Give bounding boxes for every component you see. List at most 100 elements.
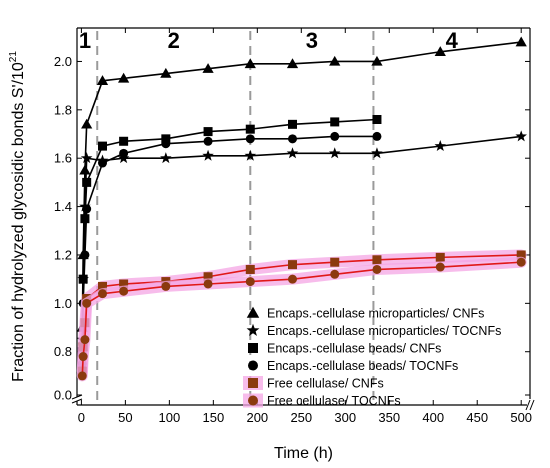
data-point — [119, 148, 129, 158]
series-line — [81, 118, 377, 352]
y-tick-label: 0.8 — [54, 344, 72, 359]
y-tick-label: 1.8 — [54, 102, 72, 117]
data-point — [202, 63, 214, 73]
legend: Encaps.-cellulase microparticles/ CNFs En… — [243, 306, 501, 408]
x-tick-label: 200 — [246, 410, 268, 425]
legend-item: Free cellulase/ TOCNFs — [243, 393, 401, 408]
y-axis-title-superscript: 21 — [8, 51, 19, 63]
data-point — [372, 264, 382, 274]
legend-marker — [248, 360, 258, 371]
data-point — [98, 141, 108, 151]
legend-label: Encaps.-cellulase microparticles/ CNFs — [267, 307, 484, 321]
legend-label: Encaps.-cellulase microparticles/ TOCNFs — [267, 324, 501, 338]
data-point — [82, 177, 92, 187]
x-axis-title: Time (h) — [274, 445, 333, 462]
data-point — [203, 127, 213, 137]
legend-item: Encaps.-cellulase microparticles/ CNFs — [246, 306, 484, 321]
data-point — [245, 134, 255, 144]
data-point — [161, 134, 171, 144]
x-tick-label: 50 — [118, 410, 132, 425]
legend-label: Encaps.-cellulase beads/ TOCNFs — [267, 359, 458, 373]
data-point — [98, 289, 108, 299]
data-point — [160, 67, 172, 78]
region-label: 3 — [306, 28, 318, 53]
y-tick-label: 1.0 — [54, 296, 72, 311]
data-point — [80, 335, 90, 345]
data-point — [288, 134, 298, 144]
data-point — [203, 279, 213, 289]
x-tick-label: 350 — [378, 410, 400, 425]
data-point — [435, 252, 445, 262]
data-point — [202, 149, 214, 161]
data-point — [288, 274, 298, 284]
data-point — [435, 262, 445, 272]
data-point — [119, 136, 129, 146]
series-2 — [77, 115, 382, 357]
data-point — [372, 115, 382, 124]
legend-marker — [246, 323, 260, 336]
legend-marker — [246, 306, 260, 318]
data-point — [160, 152, 172, 164]
series-0 — [76, 36, 527, 332]
legend-item: Encaps.-cellulase beads/ CNFs — [248, 342, 441, 356]
region-labels: 1 2 3 4 — [79, 28, 459, 53]
data-point — [78, 274, 88, 284]
data-point — [80, 250, 90, 260]
data-point — [98, 158, 108, 168]
data-point — [82, 204, 92, 214]
data-point — [328, 147, 341, 159]
y-tick-label: 0.0 — [54, 388, 72, 403]
legend-marker — [248, 378, 258, 388]
series-layer — [76, 36, 527, 382]
data-point — [78, 352, 88, 362]
legend-label: Free cellulase/ CNFs — [267, 377, 384, 391]
data-point — [371, 147, 383, 159]
y-axis-break-mark-lower — [71, 398, 83, 404]
data-point — [119, 279, 129, 289]
legend-item: Free cellulase/ CNFs — [243, 376, 384, 391]
x-tick-label: 450 — [466, 410, 488, 425]
y-axis-break-gap — [72, 397, 82, 401]
data-point — [80, 214, 90, 224]
x-tick-label: 150 — [202, 410, 224, 425]
data-point — [372, 255, 382, 265]
region-label: 2 — [168, 28, 180, 53]
data-point — [117, 72, 130, 83]
y-axis-title: Fraction of hydrolyzed glycosidic bonds … — [8, 51, 27, 382]
data-point — [245, 277, 255, 287]
legend-marker — [248, 395, 258, 406]
data-point — [371, 55, 383, 66]
legend-marker — [248, 343, 258, 353]
series-line — [81, 41, 522, 328]
data-point — [286, 147, 299, 159]
region-label: 4 — [446, 28, 459, 53]
data-point — [330, 131, 340, 141]
data-point — [82, 298, 92, 308]
data-point — [288, 260, 298, 270]
y-axis-break-mark-upper — [71, 394, 83, 400]
data-point — [330, 269, 340, 279]
data-point — [119, 286, 129, 296]
y-tick-label: 1.4 — [54, 199, 72, 214]
data-point — [161, 139, 171, 149]
series-line — [81, 135, 377, 364]
data-point — [96, 75, 109, 86]
data-point — [330, 117, 340, 127]
x-axis-break-gap — [527, 399, 533, 411]
y-tick-label: 1.2 — [54, 247, 72, 262]
data-point — [203, 272, 213, 282]
data-point — [80, 152, 93, 164]
x-tick-label: 500 — [510, 410, 532, 425]
series-line — [81, 261, 522, 376]
x-tick-label: 0 — [78, 410, 85, 425]
data-point — [515, 130, 527, 142]
data-point — [245, 264, 255, 274]
data-point — [372, 131, 382, 141]
x-tick-label: 400 — [422, 410, 444, 425]
data-point — [79, 164, 91, 175]
data-point — [434, 46, 446, 56]
data-point — [244, 58, 256, 69]
data-point — [515, 36, 527, 47]
legend-label: Free cellulase/ TOCNFs — [267, 394, 401, 408]
